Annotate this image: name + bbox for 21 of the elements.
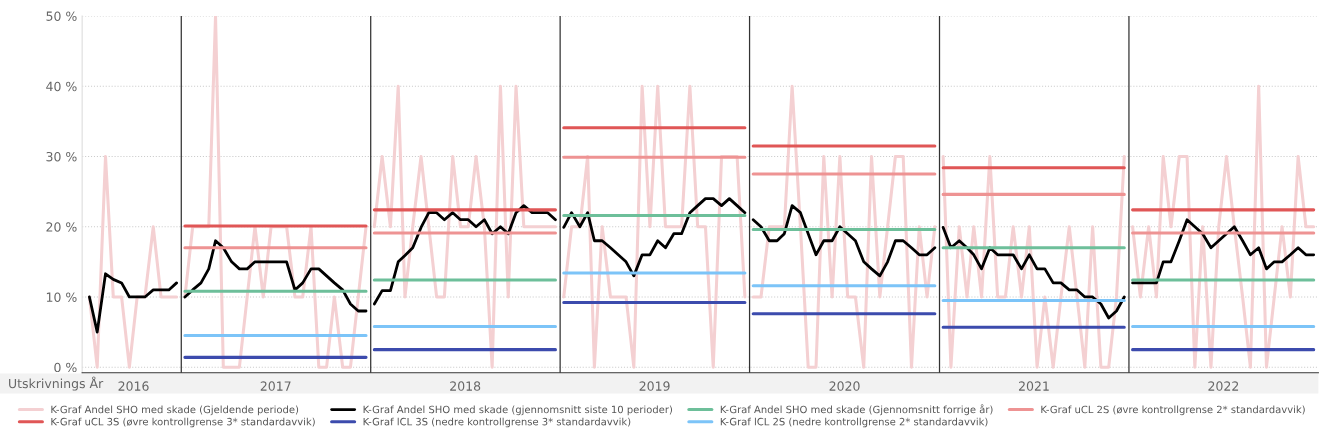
x-tick-label: 2016 — [118, 381, 149, 391]
y-tick-label: 10 % — [46, 292, 77, 302]
legend-label: K-Graf lCL 3S (nedre kontrollgrense 3* standardavvik) — [363, 417, 631, 428]
legend-label: K-Graf Andel SHO med skade (gjennomsnitt siste 10 perioder) — [363, 405, 672, 416]
legend-label: K-Graf uCL 2S (øvre kontrollgrense 2* standardavvik) — [1041, 405, 1305, 416]
x-tick-label: 2022 — [1208, 381, 1239, 391]
legend-label: K-Graf Andel SHO med skade (Gjennomsnitt forrige år) — [720, 404, 993, 416]
y-tick-label: 50 % — [46, 11, 77, 21]
y-tick-label: 30 % — [46, 151, 77, 162]
y-tick-label: 40 % — [46, 81, 77, 92]
legend-label: K-Graf Andel SHO med skade (Gjeldende periode) — [51, 405, 299, 416]
legend-label: K-Graf uCL 3S (øvre kontrollgrense 3* standardavvik) — [51, 417, 315, 428]
y-tick-label: 0 % — [54, 362, 77, 373]
x-tick-label: 2020 — [829, 381, 860, 391]
x-tick-label: 2017 — [260, 381, 291, 391]
x-axis-title: Utskrivnings År — [9, 376, 104, 391]
x-tick-label: 2019 — [639, 381, 670, 391]
x-tick-label: 2021 — [1018, 381, 1049, 391]
legend-label: K-Graf lCL 2S (nedre kontrollgrense 2* standardavvik) — [720, 417, 988, 428]
x-tick-label: 2018 — [450, 381, 481, 391]
y-tick-label: 20 % — [46, 222, 77, 232]
